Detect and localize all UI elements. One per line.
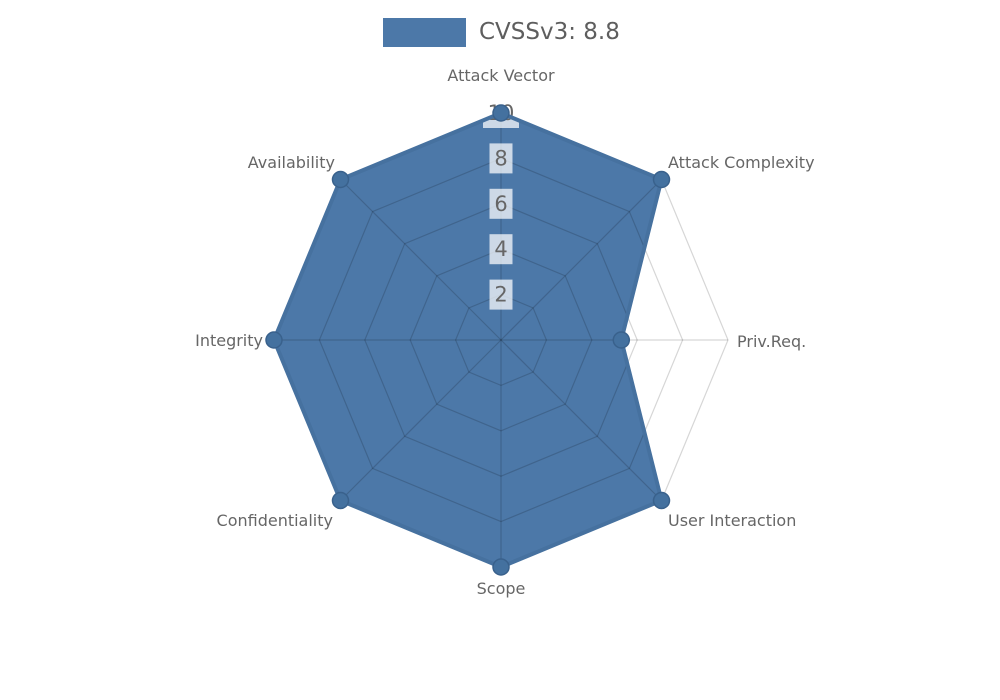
legend[interactable]: CVSSv3: 8.8 — [383, 18, 620, 47]
axis-label-user-interaction: User Interaction — [668, 511, 796, 530]
grid-ring — [364, 203, 638, 477]
series-fill-polygon — [274, 113, 662, 567]
grid-spoke — [500, 339, 662, 501]
legend-label: CVSSv3: 8.8 — [479, 19, 620, 45]
grid-ring — [409, 248, 593, 432]
grid-spoke — [340, 339, 502, 501]
data-point-marker — [652, 491, 671, 510]
grid-spoke — [500, 179, 662, 341]
tick-backdrop — [489, 279, 513, 310]
grid-ring — [318, 157, 684, 523]
data-point-marker — [652, 170, 671, 189]
axis-label-attack-complexity: Attack Complexity — [668, 153, 815, 172]
tick-backdrop — [489, 234, 513, 265]
grid-spoke — [340, 179, 502, 341]
grid-ring — [454, 293, 548, 387]
tick-label: 6 — [494, 192, 507, 216]
data-point-marker — [331, 170, 350, 189]
tick-backdrop — [489, 143, 513, 174]
data-point-marker — [492, 558, 510, 576]
axis-label-priv-req: Priv.Req. — [737, 332, 806, 351]
data-point-marker — [331, 491, 350, 510]
axis-label-scope: Scope — [477, 579, 526, 598]
tick-label: 2 — [494, 283, 507, 307]
tick-backdrop — [489, 188, 513, 219]
data-point-marker — [612, 331, 631, 349]
axis-label-integrity: Integrity — [195, 331, 263, 350]
tick-label: 8 — [494, 146, 507, 170]
legend-swatch — [383, 18, 466, 47]
tick-label: 4 — [494, 237, 507, 261]
axis-label-attack-vector: Attack Vector — [447, 66, 555, 85]
data-point-marker — [265, 331, 283, 349]
axis-label-confidentiality: Confidentiality — [217, 511, 333, 530]
axis-label-availability: Availability — [248, 153, 335, 172]
data-point-marker — [492, 104, 510, 122]
